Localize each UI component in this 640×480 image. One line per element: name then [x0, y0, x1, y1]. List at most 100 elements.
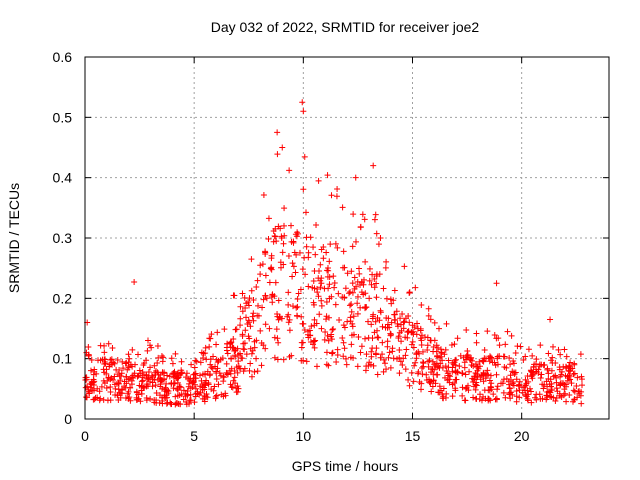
data-point	[486, 358, 493, 365]
data-point	[334, 186, 341, 193]
data-point	[289, 273, 296, 280]
data-point	[177, 384, 184, 391]
data-point	[373, 294, 380, 301]
data-point	[202, 350, 209, 357]
data-point	[464, 382, 471, 389]
data-point	[495, 335, 502, 342]
data-point	[245, 298, 252, 305]
data-point	[400, 319, 407, 326]
data-point	[176, 383, 183, 390]
data-point	[213, 356, 220, 363]
data-point	[125, 388, 132, 395]
data-point	[351, 285, 358, 292]
data-point	[105, 374, 112, 381]
data-point	[385, 354, 392, 361]
data-point	[351, 274, 358, 281]
data-point	[202, 344, 209, 351]
data-point	[462, 385, 469, 392]
data-point	[161, 375, 168, 382]
data-point	[141, 384, 148, 391]
data-point	[363, 351, 370, 358]
data-point	[262, 345, 269, 352]
data-point	[512, 349, 519, 356]
data-point	[567, 359, 574, 366]
data-point	[138, 378, 145, 385]
data-point	[411, 362, 418, 369]
data-point	[562, 383, 569, 390]
data-point	[148, 344, 155, 351]
data-point	[370, 162, 377, 169]
data-point	[262, 321, 269, 328]
data-point	[103, 385, 110, 392]
data-point	[410, 331, 417, 338]
data-point	[359, 211, 366, 218]
data-point	[237, 303, 244, 310]
data-point	[121, 383, 128, 390]
data-point	[330, 325, 337, 332]
data-point	[302, 271, 309, 278]
data-point	[354, 293, 361, 300]
data-point	[334, 346, 341, 353]
data-point	[262, 249, 269, 256]
data-point	[417, 335, 424, 342]
data-point	[269, 291, 276, 298]
data-point	[317, 261, 324, 268]
data-point	[574, 374, 581, 381]
data-point	[133, 388, 140, 395]
data-point	[410, 378, 417, 385]
data-point	[547, 316, 554, 323]
data-point	[204, 394, 211, 401]
data-point	[442, 346, 449, 353]
data-point	[380, 368, 387, 375]
data-point	[529, 375, 536, 382]
data-point	[363, 304, 370, 311]
data-point	[350, 211, 357, 218]
data-point	[239, 331, 246, 338]
data-point	[529, 352, 536, 359]
data-point	[430, 371, 437, 378]
data-point	[522, 353, 529, 360]
y-axis-title: SRMTID / TECUs	[6, 183, 22, 293]
data-point	[433, 342, 440, 349]
data-point	[362, 335, 369, 342]
data-point	[530, 364, 537, 371]
data-point	[119, 390, 126, 397]
data-point	[262, 272, 269, 279]
data-point	[259, 304, 266, 311]
data-point	[528, 399, 535, 406]
data-point	[409, 338, 416, 345]
data-point	[368, 353, 375, 360]
data-point	[340, 353, 347, 360]
data-point	[579, 382, 586, 389]
data-point	[344, 318, 351, 325]
data-point	[197, 359, 204, 366]
data-point	[288, 222, 295, 229]
data-point	[126, 384, 133, 391]
data-point	[197, 383, 204, 390]
data-point	[178, 370, 185, 377]
data-point	[517, 343, 524, 350]
data-point	[524, 395, 531, 402]
data-point	[433, 348, 440, 355]
data-point	[257, 262, 264, 269]
data-point	[159, 369, 166, 376]
data-point	[520, 357, 527, 364]
data-point	[149, 376, 156, 383]
data-point	[255, 302, 262, 309]
data-point	[501, 364, 508, 371]
data-point	[467, 356, 474, 363]
data-point	[557, 381, 564, 388]
data-point	[102, 360, 109, 367]
data-point	[476, 358, 483, 365]
data-point	[111, 373, 118, 380]
data-point	[318, 280, 325, 287]
data-point	[480, 378, 487, 385]
data-point	[439, 357, 446, 364]
data-point	[310, 341, 317, 348]
data-point	[558, 368, 565, 375]
data-point	[285, 301, 292, 308]
data-point	[502, 341, 509, 348]
data-point	[418, 386, 425, 393]
data-point	[163, 388, 170, 395]
data-point	[205, 381, 212, 388]
